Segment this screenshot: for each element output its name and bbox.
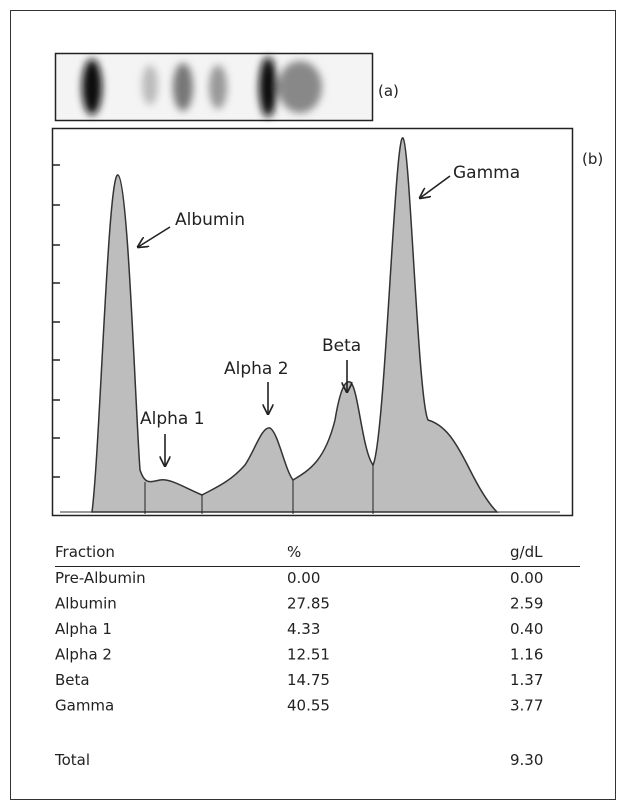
panel-label: (b) — [582, 150, 603, 168]
table-cell: 40.55 — [287, 697, 330, 715]
table-cell: 1.37 — [510, 671, 543, 689]
peak-label: Gamma — [453, 163, 520, 183]
peak-label: Albumin — [175, 210, 245, 230]
table: Fraction % g/dL Total 9.30 Pre-Albumin 0.… — [54, 543, 580, 769]
table-header: Fraction — [55, 543, 115, 561]
table-header: g/dL — [510, 543, 543, 561]
table-cell: 2.59 — [510, 595, 543, 613]
total-label: Total — [54, 751, 90, 769]
gel-strip — [56, 54, 373, 121]
peak-label: Beta — [322, 336, 361, 356]
table-cell: 0.40 — [510, 620, 543, 638]
table-cell: 4.33 — [287, 620, 320, 638]
table-header: % — [287, 543, 301, 561]
peak-label: Alpha 2 — [224, 359, 289, 379]
table-cell: 12.51 — [287, 646, 330, 664]
densitogram-curve — [92, 138, 497, 512]
table-cell: 3.77 — [510, 697, 543, 715]
table-cell: 1.16 — [510, 646, 543, 664]
table-cell: Pre-Albumin — [55, 569, 146, 587]
panel-label: (a) — [378, 82, 399, 100]
table-cell: 27.85 — [287, 595, 330, 613]
figure: (a) (b) Albumin Alpha 1 Alpha 2 Beta Gam… — [0, 0, 627, 803]
table-cell: Alpha 2 — [55, 646, 112, 664]
table-cell: Beta — [55, 671, 90, 689]
peak-label: Alpha 1 — [140, 409, 205, 429]
table-cell: 0.00 — [510, 569, 543, 587]
table-cell: Alpha 1 — [55, 620, 112, 638]
table-cell: Albumin — [55, 595, 117, 613]
table-cell: 14.75 — [287, 671, 330, 689]
total-value: 9.30 — [510, 751, 543, 769]
table-cell: 0.00 — [287, 569, 320, 587]
table-cell: Gamma — [55, 697, 114, 715]
